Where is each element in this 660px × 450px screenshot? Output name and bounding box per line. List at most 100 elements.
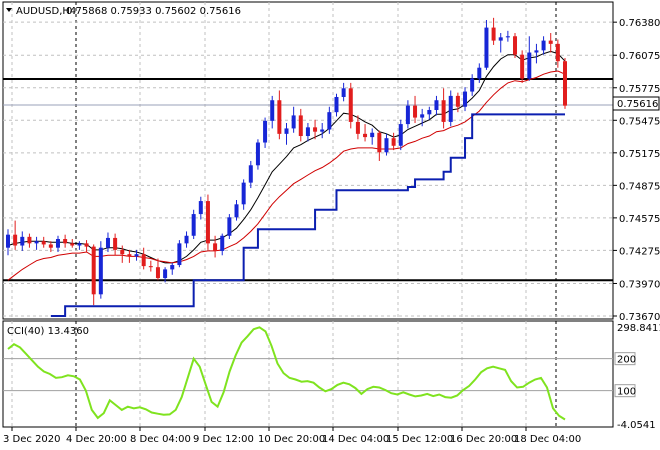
bear-candle bbox=[205, 201, 210, 244]
cci-title: CCI(40) 13.4360 bbox=[7, 326, 89, 337]
cci-tick-label: 200 bbox=[617, 355, 636, 366]
symbol-label: AUDUSD,H4 bbox=[16, 6, 76, 17]
candles bbox=[6, 17, 567, 306]
price-tick-label: 0.73970 bbox=[619, 279, 660, 290]
bull-candle bbox=[184, 235, 189, 244]
bear-candle bbox=[355, 121, 360, 134]
bull-candle bbox=[34, 241, 39, 244]
time-tick-label: 4 Dec 20:00 bbox=[66, 434, 127, 445]
cci-line bbox=[7, 326, 566, 421]
bull-candle bbox=[98, 247, 103, 295]
bull-candle bbox=[291, 115, 296, 129]
current-price-label: 0.75616 bbox=[617, 99, 658, 110]
bull-candle bbox=[20, 236, 25, 246]
bear-candle bbox=[48, 244, 53, 248]
bull-candle bbox=[234, 204, 239, 218]
bull-candle bbox=[420, 114, 425, 118]
bull-candle bbox=[6, 234, 10, 248]
price-grid bbox=[3, 2, 613, 319]
bear-candle bbox=[120, 249, 125, 255]
bear-candle bbox=[70, 243, 75, 246]
bear-candle bbox=[441, 100, 446, 122]
bull-candle bbox=[498, 37, 503, 41]
bull-candle bbox=[341, 88, 346, 97]
bull-candle bbox=[370, 132, 375, 138]
bull-candle bbox=[477, 67, 482, 79]
bull-candle bbox=[427, 109, 432, 115]
ohlc-readout: 0.75868 0.75933 0.75602 0.75616 bbox=[66, 6, 241, 17]
support-step-line bbox=[50, 113, 565, 317]
bear-candle bbox=[41, 241, 46, 245]
bull-candle bbox=[105, 237, 110, 248]
time-tick-label: 14 Dec 04:00 bbox=[322, 434, 389, 445]
time-tick-label: 15 Dec 12:00 bbox=[386, 434, 453, 445]
time-tick-label: 10 Dec 20:00 bbox=[258, 434, 325, 445]
bull-candle bbox=[334, 96, 339, 113]
collapse-triangle-icon[interactable] bbox=[6, 8, 12, 12]
bear-candle bbox=[298, 115, 303, 137]
price-tick-label: 0.74275 bbox=[619, 246, 660, 257]
bear-candle bbox=[548, 40, 553, 44]
bear-candle bbox=[141, 254, 146, 267]
price-tick-label: 0.75775 bbox=[619, 84, 660, 95]
bull-candle bbox=[177, 243, 182, 266]
bull-candle bbox=[220, 235, 225, 251]
bear-candle bbox=[63, 239, 68, 244]
bear-candle bbox=[363, 133, 368, 138]
time-tick-label: 8 Dec 04:00 bbox=[130, 434, 191, 445]
cci-levels bbox=[3, 358, 613, 392]
bear-candle bbox=[84, 243, 89, 247]
bear-candle bbox=[520, 54, 525, 79]
bear-candle bbox=[113, 237, 118, 250]
bull-candle bbox=[241, 182, 246, 205]
bull-candle bbox=[398, 124, 403, 146]
bear-candle bbox=[148, 266, 153, 268]
bear-candle bbox=[563, 61, 567, 106]
bull-candle bbox=[505, 36, 510, 38]
bull-candle bbox=[284, 128, 289, 134]
price-y-axis: 0.76380 0.76075 0.75775 0.75475 0.75175 0.748… bbox=[613, 18, 660, 323]
bull-candle bbox=[134, 254, 139, 257]
current-price-box bbox=[612, 96, 660, 111]
bull-candle bbox=[448, 95, 453, 122]
bear-candle bbox=[91, 246, 96, 295]
cci-panel-frame bbox=[2, 320, 614, 428]
bull-candle bbox=[305, 127, 310, 137]
bull-candle bbox=[384, 138, 389, 153]
bull-candle bbox=[263, 120, 268, 143]
bull-candle bbox=[434, 100, 439, 110]
bull-candle bbox=[198, 201, 203, 215]
bear-candle bbox=[455, 95, 460, 107]
cci-tick-label: -4.0541 bbox=[617, 420, 656, 431]
price-tick-label: 0.75475 bbox=[619, 116, 660, 127]
bull-candle bbox=[191, 214, 196, 236]
time-tick-label: 16 Dec 20:00 bbox=[450, 434, 517, 445]
time-tick-label: 3 Dec 2020 bbox=[3, 434, 61, 445]
bear-candle bbox=[313, 127, 318, 132]
price-tick-label: 0.76380 bbox=[619, 18, 660, 29]
price-tick-label: 0.75175 bbox=[619, 149, 660, 160]
bear-candle bbox=[13, 234, 18, 246]
price-levels bbox=[3, 77, 613, 282]
cci-level-box bbox=[614, 384, 636, 398]
bull-candle bbox=[470, 78, 475, 92]
cci-line-group bbox=[7, 326, 566, 421]
bear-candle bbox=[377, 132, 382, 153]
bear-candle bbox=[513, 36, 518, 55]
bull-candle bbox=[77, 243, 82, 246]
bull-candle bbox=[527, 52, 532, 79]
bull-candle bbox=[163, 269, 168, 279]
bear-candle bbox=[127, 254, 132, 257]
bull-candle bbox=[541, 40, 546, 51]
bull-candle bbox=[463, 91, 468, 107]
price-tick-label: 0.74575 bbox=[619, 214, 660, 225]
price-tick-label: 0.74875 bbox=[619, 181, 660, 192]
time-tick-label: 18 Dec 04:00 bbox=[514, 434, 581, 445]
bull-candle bbox=[227, 217, 232, 236]
bull-candle bbox=[248, 165, 253, 183]
bull-candle bbox=[327, 112, 332, 130]
price-tick-label: 0.73670 bbox=[619, 312, 660, 323]
bear-candle bbox=[27, 236, 32, 244]
bull-candle bbox=[270, 100, 275, 121]
